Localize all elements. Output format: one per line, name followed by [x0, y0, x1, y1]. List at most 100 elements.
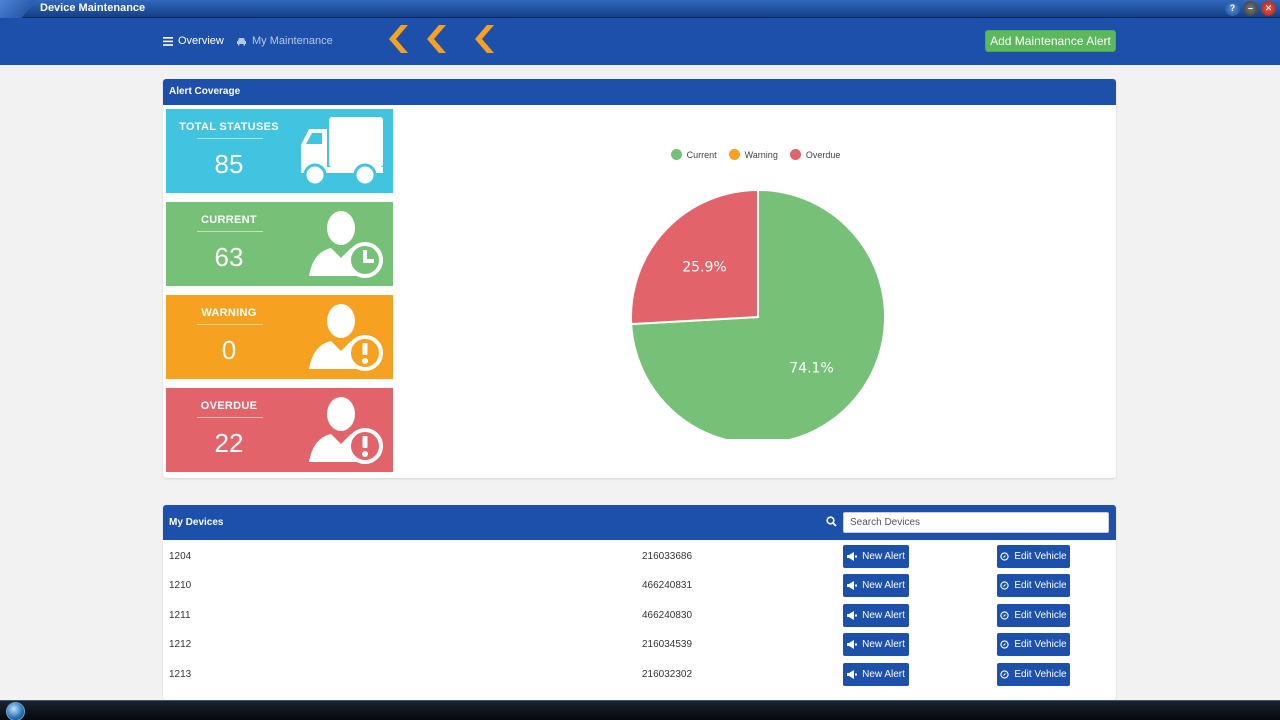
nav-maintenance-label: My Maintenance — [252, 35, 333, 47]
card-divider — [197, 417, 263, 418]
alert-coverage-title: Alert Coverage — [163, 79, 1116, 105]
card-value: 85 — [214, 149, 244, 179]
edit-vehicle-button[interactable]: Edit Vehicle — [997, 603, 1070, 627]
chevron-left-icon — [475, 25, 494, 53]
legend-entry[interactable]: Overdue — [789, 149, 841, 160]
compass-icon — [1000, 640, 1010, 649]
edit-vehicle-button[interactable]: Edit Vehicle — [997, 662, 1070, 686]
device-serial: 216034539 — [642, 639, 693, 651]
legend-label: Overdue — [805, 149, 841, 160]
new-alert-label: New Alert — [862, 551, 905, 562]
card-divider — [197, 324, 263, 325]
new-alert-label: New Alert — [862, 609, 905, 621]
add-maintenance-alert-button[interactable]: Add Maintenance Alert — [985, 30, 1116, 52]
my-devices-panel: My Devices 1204 216033686 New Alert Edit Ve… — [163, 505, 1116, 700]
pie-slice-label: 25.9% — [682, 259, 726, 275]
device-id: 1210 — [169, 580, 192, 592]
user-alert-icon — [309, 304, 383, 371]
os-taskbar — [0, 700, 1280, 720]
new-alert-button[interactable]: New Alert — [843, 662, 909, 686]
card-value: 0 — [221, 335, 237, 365]
current-card: CURRENT 63 — [166, 202, 393, 286]
edit-vehicle-button[interactable]: Edit Vehicle — [997, 633, 1070, 657]
start-orb-icon[interactable] — [6, 702, 25, 720]
legend-swatch — [789, 149, 801, 160]
legend-entry[interactable]: Current — [670, 149, 717, 160]
edit-vehicle-button[interactable]: Edit Vehicle — [997, 545, 1070, 568]
compass-icon — [1000, 669, 1010, 679]
megaphone-icon — [847, 552, 858, 561]
compass-icon — [1000, 611, 1010, 620]
card-label: WARNING — [201, 307, 257, 319]
close-icon[interactable]: ✕ — [1261, 1, 1276, 16]
pie-slice-label: 74.1% — [789, 361, 833, 377]
user-clock-icon — [309, 211, 383, 278]
edit-vehicle-button[interactable]: Edit Vehicle — [997, 574, 1070, 598]
chevron-left-icon — [389, 25, 408, 53]
new-alert-button[interactable]: New Alert — [843, 633, 909, 657]
new-alert-button[interactable]: New Alert — [843, 574, 909, 598]
user-alert-icon — [309, 397, 383, 464]
compass-icon — [1000, 581, 1010, 591]
card-value: 22 — [214, 428, 244, 458]
titlebar-corner-decoration — [0, 0, 36, 18]
legend-label: Current — [686, 149, 717, 160]
total-statuses-card: TOTAL STATUSES 85 — [166, 109, 393, 193]
window-title: Device Maintenance — [40, 2, 146, 14]
new-alert-button[interactable]: New Alert — [843, 545, 909, 568]
window-controls: ? – ✕ — [1225, 1, 1276, 16]
table-row: 1211 466240830 New Alert Edit Vehicle — [163, 602, 1116, 631]
nav-overview[interactable]: Overview — [163, 35, 224, 47]
alert-coverage-pie-chart: Current Warning Overdue 74.1% 25.9% — [603, 139, 923, 445]
pie-slice-overdue[interactable] — [630, 188, 759, 326]
new-alert-button[interactable]: New Alert — [843, 603, 909, 627]
table-row: 1212 216034539 New Alert Edit Vehicle — [163, 631, 1116, 660]
card-label: CURRENT — [201, 214, 257, 226]
megaphone-icon — [847, 640, 858, 650]
chevron-left-icon — [427, 25, 446, 53]
search-icon — [826, 516, 837, 527]
legend-entry[interactable]: Warning — [728, 149, 778, 160]
list-icon — [163, 36, 173, 46]
device-id: 1213 — [169, 668, 192, 680]
card-divider — [197, 231, 263, 232]
pie-chart-svg: 74.1% 25.9% — [630, 188, 886, 445]
device-id: 1212 — [169, 639, 192, 651]
megaphone-icon — [847, 581, 858, 591]
warning-card: WARNING 0 — [166, 295, 393, 379]
edit-vehicle-label: Edit Vehicle — [1014, 580, 1067, 592]
compass-icon — [1000, 552, 1010, 561]
new-alert-label: New Alert — [862, 668, 905, 680]
edit-vehicle-label: Edit Vehicle — [1014, 609, 1067, 621]
nav-overview-label: Overview — [178, 35, 224, 47]
truck-icon — [301, 117, 383, 187]
card-divider — [197, 138, 263, 139]
edit-vehicle-label: Edit Vehicle — [1014, 551, 1067, 562]
table-row: 1204 216033686 New Alert Edit Vehicle — [163, 543, 1116, 572]
device-serial: 466240830 — [642, 609, 693, 621]
legend-swatch — [728, 149, 740, 160]
device-serial: 216032302 — [642, 668, 693, 680]
device-id: 1204 — [169, 551, 192, 562]
chart-legend: Current Warning Overdue — [603, 149, 908, 160]
minimize-icon[interactable]: – — [1243, 1, 1258, 16]
megaphone-icon — [847, 610, 858, 620]
legend-swatch — [670, 149, 682, 160]
new-alert-label: New Alert — [862, 580, 905, 592]
megaphone-icon — [847, 669, 858, 679]
top-navbar: Overview My Maintenance Add Maintenance … — [0, 18, 1280, 65]
card-label: TOTAL STATUSES — [179, 121, 279, 133]
card-label: OVERDUE — [200, 400, 258, 412]
device-serial: 466240831 — [642, 580, 693, 592]
window-titlebar: Device Maintenance ? – ✕ — [0, 0, 1280, 18]
my-devices-header: My Devices — [163, 505, 1116, 540]
nav-my-maintenance[interactable]: My Maintenance — [236, 35, 333, 47]
table-row: 1210 466240831 New Alert Edit Vehicle — [163, 572, 1116, 601]
search-devices-input[interactable] — [843, 512, 1109, 533]
device-serial: 216033686 — [642, 551, 693, 562]
legend-label: Warning — [744, 149, 778, 160]
my-devices-title: My Devices — [169, 517, 224, 528]
card-value: 63 — [214, 242, 244, 272]
help-icon[interactable]: ? — [1225, 1, 1240, 16]
device-id: 1211 — [169, 609, 191, 621]
